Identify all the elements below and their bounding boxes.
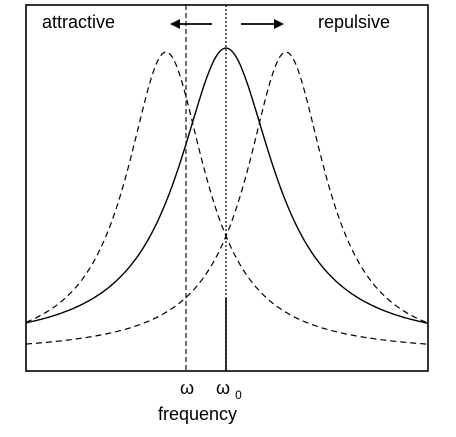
attractive-label: attractive (42, 12, 115, 32)
attractive-shifted-curve (25, 51, 429, 345)
right-arrow (241, 19, 284, 29)
repulsive-shifted-curve (25, 51, 429, 345)
omega0-base: ω (216, 378, 230, 398)
omega-label: ω (180, 378, 194, 398)
repulsive-label: repulsive (318, 12, 390, 32)
omega0-label: ω 0 (216, 378, 242, 402)
solid-resonance-curve (25, 47, 429, 324)
omega0-subscript: 0 (235, 388, 242, 402)
frequency-axis-label: frequency (158, 404, 237, 424)
left-arrow (170, 19, 212, 29)
plot-frame (25, 4, 429, 372)
